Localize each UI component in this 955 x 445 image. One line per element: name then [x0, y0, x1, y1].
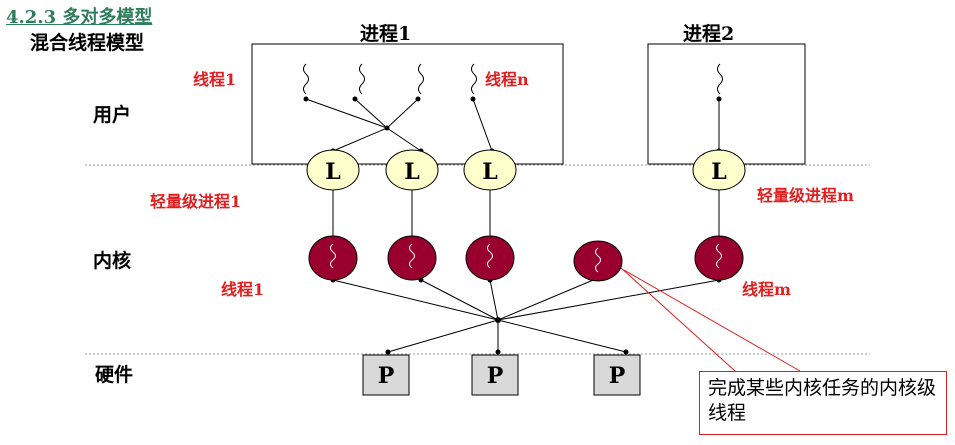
processor-letter-2: P — [487, 363, 504, 389]
lwp-node-m: L — [692, 149, 746, 191]
user-lwp-links — [305, 98, 720, 152]
note-callout — [619, 266, 801, 372]
user-thread-1 — [303, 63, 309, 95]
dedicated-kernel-thread-note: 完成某些内核任务的内核级线程 — [699, 371, 947, 435]
process1-title: 进程1 — [360, 23, 412, 45]
kernel-hub-links — [332, 277, 720, 353]
lwp-node-3: L — [463, 149, 517, 191]
lwp-node-1: L — [306, 149, 360, 191]
kernel-thread-3 — [465, 235, 515, 281]
user-thread1-label: 线程1 — [193, 70, 237, 89]
kernel-thread-1 — [308, 235, 358, 281]
layer-label-hardware: 硬件 — [95, 364, 134, 386]
process1-box — [251, 43, 564, 165]
lwpm-label: 轻量级进程m — [757, 186, 854, 205]
section-subheading: 混合线程模型 — [30, 32, 145, 54]
user-thread-3 — [418, 63, 424, 95]
kernel-threadm-label: 线程m — [742, 280, 791, 299]
user-thread-2 — [359, 63, 365, 95]
processors: P P P — [362, 354, 641, 396]
lwp1-label: 轻量级进程1 — [150, 192, 242, 211]
kernel-thread-m — [694, 235, 744, 281]
processor-letter-3: P — [609, 363, 626, 389]
lwp-node-2: L — [385, 149, 439, 191]
processor-letter-1: P — [378, 363, 395, 389]
lwp-kernel-links — [332, 189, 720, 237]
section-heading: 4.2.3 多对多模型 — [6, 7, 153, 28]
user-threads — [303, 63, 723, 95]
process2-box — [647, 43, 806, 165]
kernel-thread1-label: 线程1 — [221, 280, 265, 299]
kernel-thread-2 — [387, 235, 437, 281]
lwp-letter-1: L — [325, 159, 340, 185]
processor-1: P — [362, 354, 410, 396]
kernel-thread-nodes — [308, 235, 744, 282]
lwp-nodes: L L L L — [306, 149, 746, 191]
processor-2: P — [471, 354, 519, 396]
processor-3: P — [593, 354, 641, 396]
lwp-letter-3: L — [482, 159, 497, 185]
lwp-letter-m: L — [711, 159, 726, 185]
kernel-thread-dedicated — [573, 240, 623, 282]
layer-label-kernel: 内核 — [93, 250, 132, 272]
user-thread-n — [471, 63, 477, 95]
lwp-letter-2: L — [404, 159, 419, 185]
layer-label-user: 用户 — [93, 104, 132, 126]
user-thread-p2 — [717, 63, 723, 95]
process2-title: 进程2 — [683, 23, 735, 45]
user-threadn-label: 线程n — [485, 70, 529, 89]
